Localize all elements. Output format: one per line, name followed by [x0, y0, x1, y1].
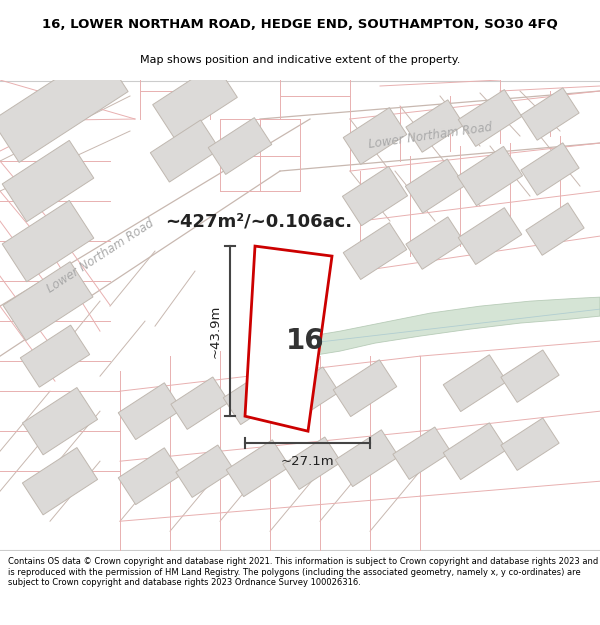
Polygon shape [443, 355, 507, 412]
Polygon shape [22, 388, 98, 455]
Polygon shape [333, 360, 397, 417]
Polygon shape [208, 118, 272, 174]
Polygon shape [118, 382, 182, 439]
Text: Lower Northam Road: Lower Northam Road [367, 121, 493, 151]
Polygon shape [152, 64, 238, 138]
Polygon shape [343, 166, 407, 226]
Text: ~27.1m: ~27.1m [281, 455, 334, 468]
Text: Lower Northam Road: Lower Northam Road [44, 217, 156, 296]
Text: ~43.9m: ~43.9m [209, 304, 222, 358]
Polygon shape [343, 107, 407, 164]
Text: Map shows position and indicative extent of the property.: Map shows position and indicative extent… [140, 55, 460, 65]
Text: Contains OS data © Crown copyright and database right 2021. This information is : Contains OS data © Crown copyright and d… [8, 558, 598, 587]
Polygon shape [406, 100, 464, 152]
Polygon shape [151, 120, 220, 182]
Polygon shape [521, 88, 579, 140]
Polygon shape [406, 159, 464, 213]
Polygon shape [223, 368, 287, 424]
Polygon shape [0, 49, 128, 162]
Polygon shape [458, 208, 522, 264]
Text: 16, LOWER NORTHAM ROAD, HEDGE END, SOUTHAMPTON, SO30 4FQ: 16, LOWER NORTHAM ROAD, HEDGE END, SOUTH… [42, 18, 558, 31]
Polygon shape [226, 440, 290, 497]
Text: ~427m²/~0.106ac.: ~427m²/~0.106ac. [165, 212, 352, 230]
Polygon shape [245, 246, 332, 431]
Polygon shape [176, 445, 234, 498]
Polygon shape [335, 430, 399, 487]
Polygon shape [171, 377, 229, 429]
Polygon shape [2, 201, 94, 282]
Polygon shape [3, 262, 93, 341]
Polygon shape [343, 222, 407, 279]
Polygon shape [2, 141, 94, 222]
Text: 16: 16 [286, 327, 325, 355]
Polygon shape [443, 422, 507, 479]
Polygon shape [501, 418, 559, 471]
Polygon shape [281, 367, 339, 419]
Polygon shape [501, 350, 559, 403]
Polygon shape [458, 89, 522, 146]
Polygon shape [406, 217, 464, 269]
Polygon shape [20, 325, 89, 387]
Polygon shape [393, 427, 451, 479]
Polygon shape [526, 203, 584, 255]
Polygon shape [457, 146, 523, 206]
Polygon shape [310, 297, 600, 355]
Polygon shape [283, 437, 341, 489]
Polygon shape [521, 143, 579, 195]
Polygon shape [118, 448, 182, 504]
Polygon shape [22, 448, 98, 515]
